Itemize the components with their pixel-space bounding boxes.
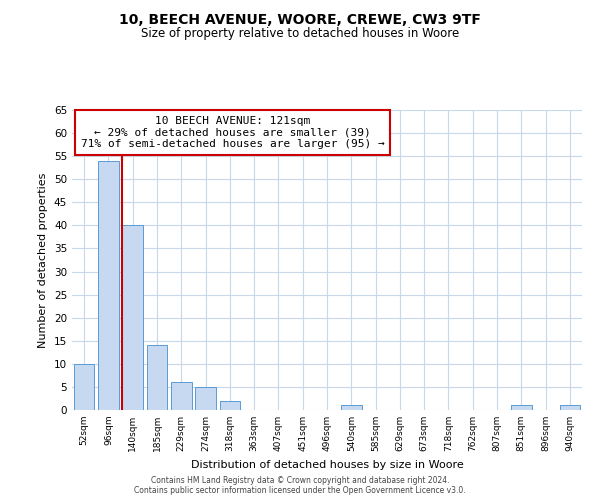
- Text: Contains public sector information licensed under the Open Government Licence v3: Contains public sector information licen…: [134, 486, 466, 495]
- Bar: [220, 401, 240, 410]
- Bar: [122, 226, 143, 410]
- Bar: [74, 364, 94, 410]
- Bar: [560, 406, 580, 410]
- Bar: [341, 406, 362, 410]
- Bar: [98, 161, 119, 410]
- Bar: [146, 346, 167, 410]
- Text: Contains HM Land Registry data © Crown copyright and database right 2024.: Contains HM Land Registry data © Crown c…: [151, 476, 449, 485]
- Y-axis label: Number of detached properties: Number of detached properties: [38, 172, 49, 348]
- X-axis label: Distribution of detached houses by size in Woore: Distribution of detached houses by size …: [191, 460, 463, 469]
- Bar: [511, 406, 532, 410]
- Bar: [171, 382, 191, 410]
- Text: Size of property relative to detached houses in Woore: Size of property relative to detached ho…: [141, 28, 459, 40]
- Text: 10, BEECH AVENUE, WOORE, CREWE, CW3 9TF: 10, BEECH AVENUE, WOORE, CREWE, CW3 9TF: [119, 12, 481, 26]
- Bar: [195, 387, 216, 410]
- Text: 10 BEECH AVENUE: 121sqm
← 29% of detached houses are smaller (39)
71% of semi-de: 10 BEECH AVENUE: 121sqm ← 29% of detache…: [81, 116, 385, 149]
